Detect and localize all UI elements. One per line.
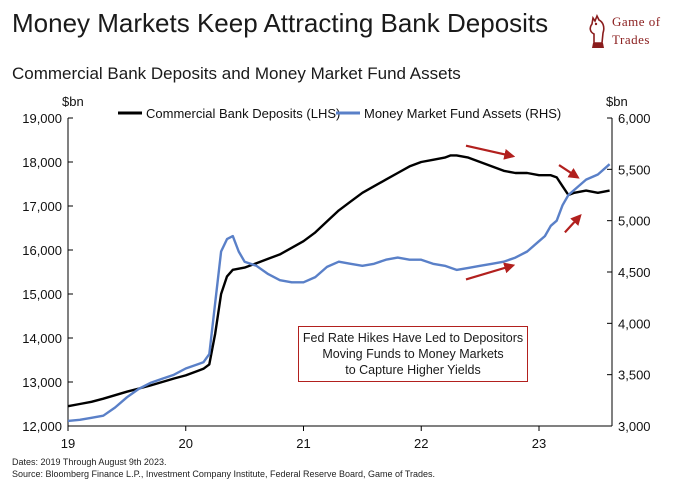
series-line-bank-deposits <box>67 154 610 408</box>
annotation-line: to Capture Higher Yields <box>345 363 481 377</box>
series-line-money-market <box>67 163 611 423</box>
footer: Dates: 2019 Through August 9th 2023. Sou… <box>12 456 435 480</box>
left-axis-unit: $bn <box>62 94 84 109</box>
left-tick-label: 15,000 <box>22 287 62 302</box>
annotation-line: Fed Rate Hikes Have Led to Depositors <box>302 331 524 345</box>
trend-arrow <box>558 164 580 179</box>
right-tick-label: 3,000 <box>618 419 651 434</box>
right-tick-label: 5,500 <box>618 162 651 177</box>
logo-text-line2: Trades <box>612 32 650 47</box>
x-tick-label: 19 <box>61 436 75 451</box>
annotation-arrows <box>465 144 582 281</box>
x-tick-label: 21 <box>296 436 310 451</box>
right-axis-unit: $bn <box>606 94 628 109</box>
chess-knight-icon <box>589 14 605 48</box>
annotation-box: Fed Rate Hikes Have Led to Depositors Mo… <box>298 326 528 382</box>
left-tick-label: 12,000 <box>22 419 62 434</box>
logo: Game of Trades <box>586 10 678 52</box>
left-tick-label: 13,000 <box>22 375 62 390</box>
left-tick-label: 17,000 <box>22 199 62 214</box>
left-tick-label: 14,000 <box>22 331 62 346</box>
legend-label: Commercial Bank Deposits (LHS) <box>146 106 340 121</box>
logo-text-line1: Game of <box>612 14 661 29</box>
left-tick-label: 18,000 <box>22 155 62 170</box>
right-tick-label: 5,000 <box>618 214 651 229</box>
footer-dates: Dates: 2019 Through August 9th 2023. <box>12 457 167 467</box>
right-tick-label: 6,000 <box>618 111 651 126</box>
axes: 12,000 13,000 14,000 15,000 16,000 17,000 18,0… <box>22 94 650 451</box>
right-tick-label: 3,500 <box>618 368 651 383</box>
legend: Commercial Bank Deposits (LHS) Money Mark… <box>118 106 561 121</box>
trend-arrow <box>564 214 582 234</box>
left-tick-label: 16,000 <box>22 243 62 258</box>
x-tick-label: 20 <box>179 436 193 451</box>
right-tick-label: 4,500 <box>618 265 651 280</box>
footer-source: Source: Bloomberg Finance L.P., Investme… <box>12 469 436 479</box>
x-tick-label: 22 <box>414 436 428 451</box>
x-tick-label: 23 <box>532 436 546 451</box>
left-tick-label: 19,000 <box>22 111 62 126</box>
right-tick-label: 4,000 <box>618 316 651 331</box>
page-title: Money Markets Keep Attracting Bank Depos… <box>12 8 549 38</box>
annotation-line: Moving Funds to Money Markets <box>322 347 504 361</box>
chart-subtitle: Commercial Bank Deposits and Money Marke… <box>12 64 461 83</box>
series-lines <box>67 154 611 423</box>
legend-label: Money Market Fund Assets (RHS) <box>364 106 561 121</box>
trend-arrow <box>465 262 516 281</box>
trend-arrow <box>465 144 516 160</box>
